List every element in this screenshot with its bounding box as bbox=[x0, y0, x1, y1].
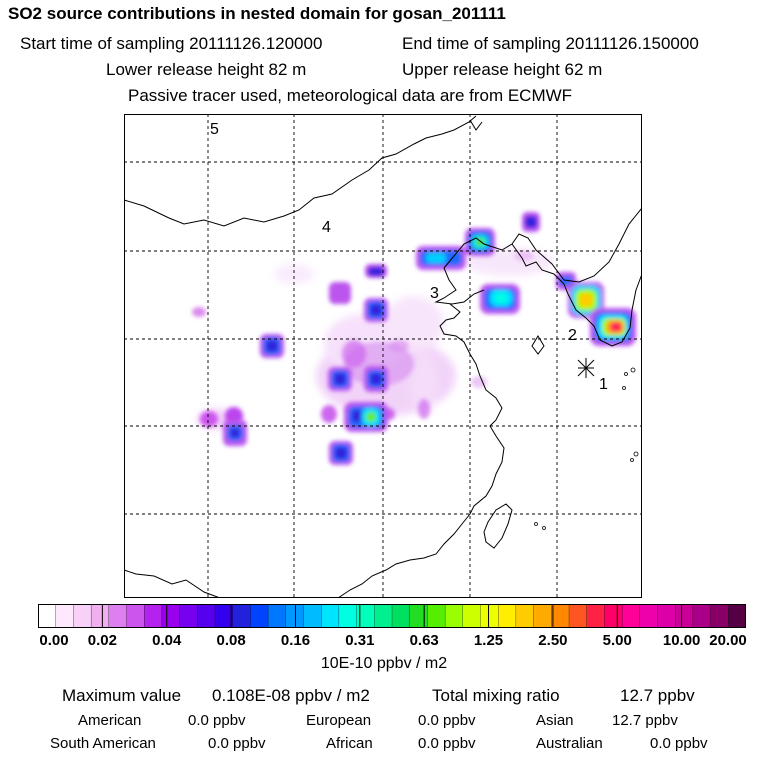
lat-lon-grid bbox=[124, 114, 642, 598]
colorbar-cell bbox=[55, 604, 74, 628]
total-mixing-label: Total mixing ratio bbox=[432, 686, 560, 705]
colorbar-cell bbox=[480, 604, 499, 628]
colorbar-cell bbox=[321, 604, 340, 628]
colorbar-cell bbox=[126, 604, 145, 628]
colorbar-unit: 10E-10 ppbv / m2 bbox=[320, 655, 448, 672]
region-name-african: African bbox=[326, 735, 373, 752]
colorbar-tick-label: 1.25 bbox=[473, 632, 504, 649]
colorbar-cell bbox=[533, 604, 552, 628]
colorbar-cell bbox=[179, 604, 198, 628]
colorbar-cell bbox=[144, 604, 163, 628]
total-mixing-value: 12.7 ppbv bbox=[620, 686, 695, 705]
region-name-american: American bbox=[78, 712, 142, 729]
colorbar-tick-label: 20.00 bbox=[709, 632, 747, 649]
colorbar bbox=[38, 604, 746, 628]
tracer-note: Passive tracer used, meteorological data… bbox=[128, 86, 573, 105]
colorbar-cell bbox=[197, 604, 216, 628]
colorbar-cell bbox=[73, 604, 92, 628]
colorbar-cell bbox=[444, 604, 464, 628]
region-value-south-american: 0.0 ppbv bbox=[208, 735, 266, 752]
colorbar-cell bbox=[657, 604, 676, 628]
colorbar-cell bbox=[356, 604, 375, 628]
region-name-european: European bbox=[306, 712, 372, 729]
colorbar-cell bbox=[38, 604, 57, 628]
colorbar-cell bbox=[161, 604, 181, 628]
upper-release-label: Upper release height 62 m bbox=[402, 60, 603, 79]
max-value-label: Maximum value bbox=[62, 686, 182, 705]
colorbar-tick-label: 5.00 bbox=[602, 632, 632, 649]
region-value-european: 0.0 ppbv bbox=[418, 712, 476, 729]
colorbar-cell bbox=[710, 604, 729, 628]
colorbar-cell bbox=[675, 604, 694, 628]
colorbar-tick-label: 0.04 bbox=[152, 632, 182, 649]
region-value-american: 0.0 ppbv bbox=[188, 712, 246, 729]
colorbar-tick-label: 0.00 bbox=[39, 632, 69, 649]
lower-release-label: Lower release height 82 m bbox=[106, 60, 307, 79]
colorbar-cell bbox=[692, 604, 712, 628]
colorbar-cell bbox=[338, 604, 358, 628]
colorbar-cell bbox=[604, 604, 623, 628]
colorbar-cell bbox=[515, 604, 535, 628]
region-label-5: 5 bbox=[210, 121, 219, 138]
colorbar-tick-label: 2.50 bbox=[538, 632, 568, 649]
region-label-1: 1 bbox=[599, 376, 608, 393]
colorbar-cell bbox=[498, 604, 517, 628]
region-label-4: 4 bbox=[322, 219, 331, 236]
colorbar-tick-label: 0.08 bbox=[216, 632, 246, 649]
colorbar-cell bbox=[90, 604, 110, 628]
region-value-australian: 0.0 ppbv bbox=[650, 735, 708, 752]
coastlines bbox=[124, 115, 642, 598]
colorbar-tick-label: 0.16 bbox=[280, 632, 311, 649]
colorbar-tick-label: 0.02 bbox=[87, 632, 117, 649]
region-label-2: 2 bbox=[568, 327, 577, 344]
colorbar-tick-label: 0.63 bbox=[409, 632, 439, 649]
region-name-australian: Australian bbox=[536, 735, 603, 752]
max-value: 0.108E-08 ppbv / m2 bbox=[212, 686, 370, 705]
colorbar-cells bbox=[38, 604, 746, 628]
region-label-3: 3 bbox=[430, 285, 439, 302]
plot-title: SO2 source contributions in nested domai… bbox=[8, 4, 506, 23]
colorbar-cell bbox=[391, 604, 411, 628]
colorbar-cell bbox=[409, 604, 428, 628]
colorbar-cell bbox=[303, 604, 322, 628]
colorbar-major-ticks bbox=[38, 604, 746, 628]
colorbar-cell bbox=[250, 604, 269, 628]
end-time-label: End time of sampling 20111126.150000 bbox=[402, 34, 699, 53]
region-value-asian: 12.7 ppbv bbox=[612, 712, 678, 729]
colorbar-cell bbox=[586, 604, 605, 628]
region-name-asian: Asian bbox=[536, 712, 574, 729]
colorbar-cell bbox=[214, 604, 234, 628]
colorbar-tick-label: 10.00 bbox=[662, 632, 701, 649]
region-value-african: 0.0 ppbv bbox=[418, 735, 476, 752]
colorbar-cell bbox=[551, 604, 570, 628]
colorbar-cell bbox=[285, 604, 304, 628]
colorbar-cell bbox=[462, 604, 481, 628]
map-panel: 1 2 3 4 5 bbox=[124, 114, 642, 598]
colorbar-tick-label: 0.31 bbox=[345, 632, 375, 649]
small-islands bbox=[534, 367, 639, 530]
start-time-label: Start time of sampling 20111126.120000 bbox=[20, 34, 323, 53]
colorbar-cell bbox=[232, 604, 251, 628]
colorbar-cell bbox=[267, 604, 287, 628]
colorbar-cell bbox=[427, 604, 446, 628]
colorbar-cell bbox=[639, 604, 658, 628]
hotspots bbox=[223, 212, 636, 465]
region-name-south-american: South American bbox=[50, 735, 156, 752]
colorbar-cell bbox=[728, 604, 746, 628]
colorbar-cell bbox=[108, 604, 127, 628]
colorbar-cell bbox=[568, 604, 588, 628]
colorbar-cell bbox=[374, 604, 393, 628]
receptor-marker bbox=[577, 358, 595, 378]
colorbar-cell bbox=[621, 604, 641, 628]
